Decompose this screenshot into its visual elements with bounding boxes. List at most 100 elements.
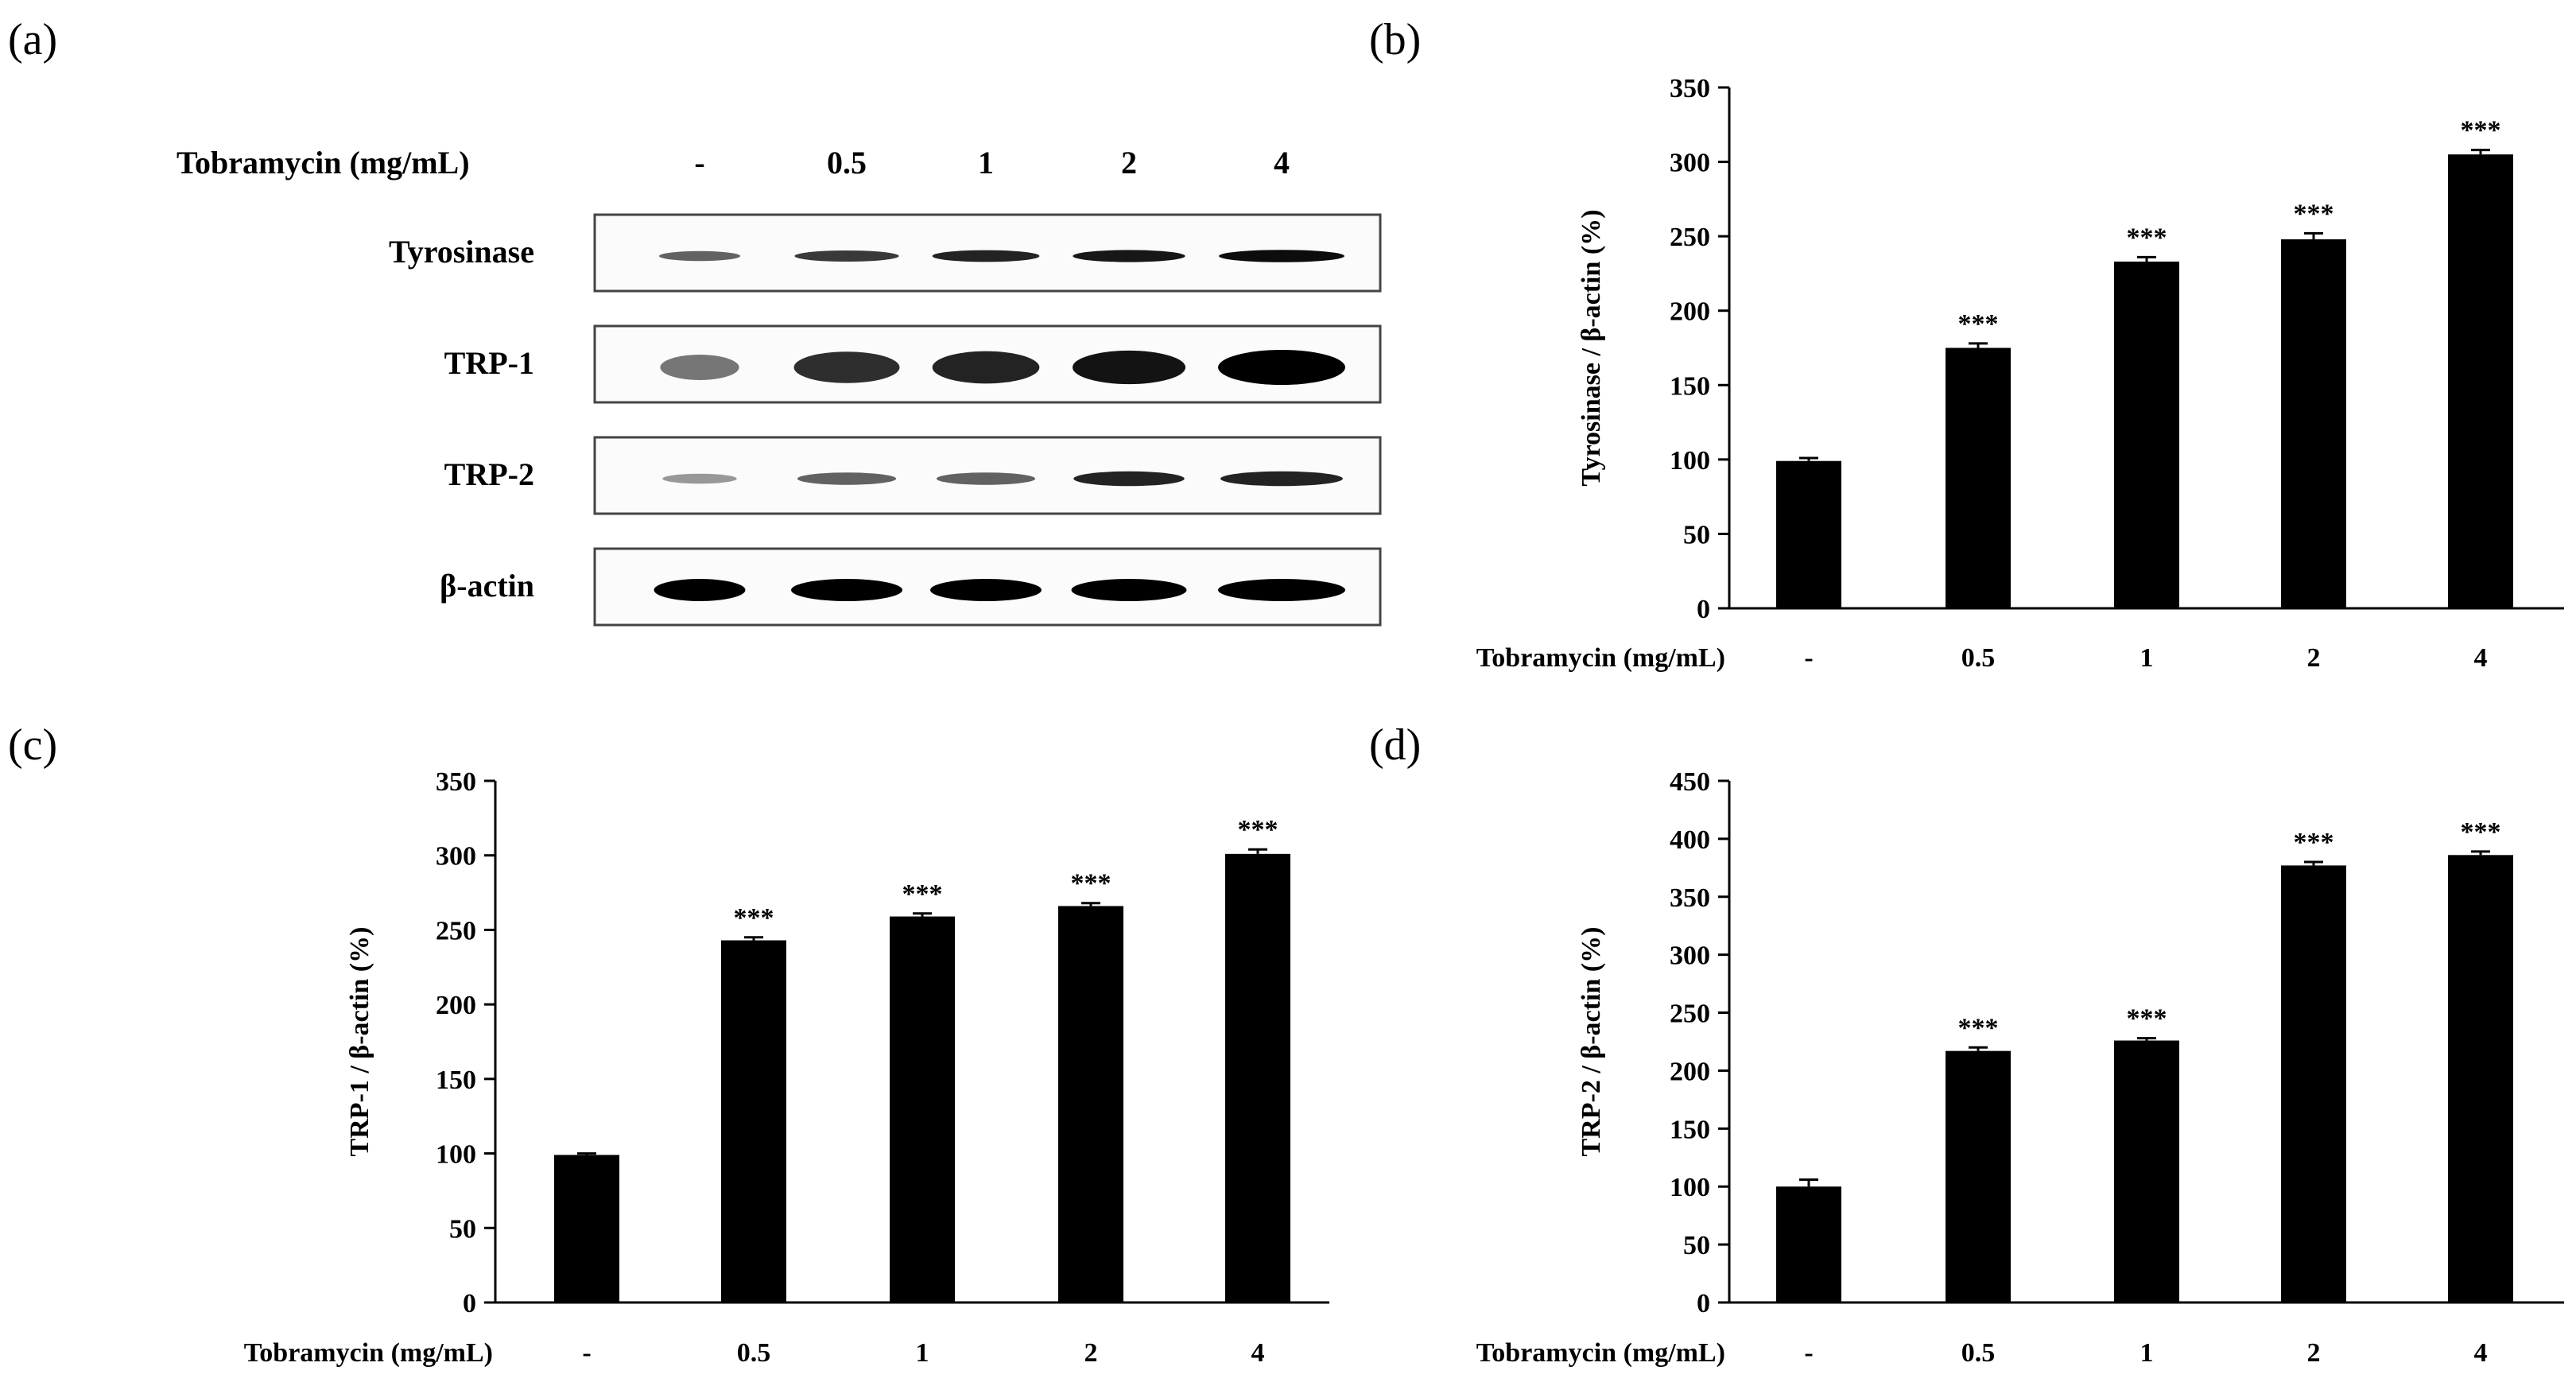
blot-row-label: TRP-1 xyxy=(444,345,534,381)
y-tick-label: 350 xyxy=(436,767,476,797)
y-axis-label: TRP-1 / β-actin (%) xyxy=(345,927,374,1157)
x-tick-label: 0.5 xyxy=(1961,643,1996,673)
y-tick-label: 0 xyxy=(1697,1289,1710,1318)
x-tick-label: 4 xyxy=(2474,1338,2488,1368)
significance-label: *** xyxy=(1238,815,1278,844)
y-tick-label: 100 xyxy=(1670,446,1710,476)
panel-label-d: (d) xyxy=(1369,720,1421,770)
x-tick-label: 2 xyxy=(2307,643,2321,673)
y-tick-label: 150 xyxy=(1670,371,1710,401)
y-axis-label: Tyrosinase / β-actin (%) xyxy=(1577,209,1606,486)
blot-row-label: β-actin xyxy=(440,568,534,604)
x-axis-label: Tobramycin (mg/mL) xyxy=(1476,643,1725,673)
y-tick-label: 400 xyxy=(1670,825,1710,855)
y-tick-label: 350 xyxy=(1670,74,1710,103)
bar xyxy=(721,940,786,1302)
x-axis-label: Tobramycin (mg/mL) xyxy=(244,1338,493,1368)
y-tick-label: 150 xyxy=(1670,1115,1710,1144)
blot-band xyxy=(1218,350,1345,385)
x-tick-label: - xyxy=(1804,1338,1813,1368)
significance-label: *** xyxy=(2461,817,2501,847)
blot-band xyxy=(1218,579,1345,601)
significance-label: *** xyxy=(2294,828,2334,857)
blot-band xyxy=(930,579,1042,601)
significance-label: *** xyxy=(734,903,774,933)
bar xyxy=(554,1155,619,1302)
chart-tyrosinase: 0 50 100 150 200 250 300 350 Tyrosinase / β-acti… xyxy=(1476,74,2564,673)
bar xyxy=(1225,853,1290,1302)
y-tick-label: 50 xyxy=(449,1214,476,1244)
bar xyxy=(1776,1186,1841,1302)
blot-band xyxy=(1073,250,1185,262)
bar xyxy=(2114,1040,2179,1302)
panel-label-a: (a) xyxy=(8,15,57,64)
blot-lane-label: 1 xyxy=(978,145,994,181)
y-tick-label: 150 xyxy=(436,1066,476,1095)
blot-lane-label: 0.5 xyxy=(827,145,867,181)
y-tick-label: 100 xyxy=(436,1140,476,1170)
y-tick-label: 0 xyxy=(1697,595,1710,624)
x-tick-label: 1 xyxy=(2140,1338,2154,1368)
y-axis-label: TRP-2 / β-actin (%) xyxy=(1577,927,1606,1157)
x-tick-label: 1 xyxy=(916,1338,929,1368)
y-tick-label: 250 xyxy=(1670,223,1710,252)
blot-treatment-label: Tobramycin (mg/mL) xyxy=(177,145,470,181)
significance-label: *** xyxy=(2461,116,2501,146)
bar xyxy=(2448,154,2513,608)
blot-row-label: Tyrosinase xyxy=(389,234,534,270)
bar xyxy=(2114,261,2179,608)
western-blot: Tobramycin (mg/mL) - 0.5 1 2 4 Tyrosinase TRP… xyxy=(177,145,1382,627)
blot-band xyxy=(932,250,1040,262)
blot-lane-label: 4 xyxy=(1274,145,1290,181)
significance-label: *** xyxy=(1958,309,1999,339)
blot-band xyxy=(1072,350,1186,385)
x-tick-label: 2 xyxy=(1084,1338,1098,1368)
y-tick-label: 200 xyxy=(1670,297,1710,327)
x-tick-label: 4 xyxy=(1251,1338,1265,1368)
significance-label: *** xyxy=(2294,199,2334,228)
blot-band xyxy=(797,472,897,485)
blot-band xyxy=(936,472,1036,485)
bar xyxy=(1776,460,1841,608)
blot-lane-label: - xyxy=(694,145,704,181)
chart-trp2: 0 50 100 150 200 250 300 350 400 450 TRP-2 / β-act… xyxy=(1476,767,2564,1368)
significance-label: *** xyxy=(1958,1013,1999,1042)
bar xyxy=(890,916,955,1302)
y-tick-label: 250 xyxy=(1670,1000,1710,1029)
x-axis-label: Tobramycin (mg/mL) xyxy=(1476,1338,1725,1368)
blot-band xyxy=(1219,250,1344,262)
x-tick-label: 0.5 xyxy=(737,1338,771,1368)
blot-lane-label: 2 xyxy=(1121,145,1137,181)
bar xyxy=(1058,906,1123,1302)
blot-band xyxy=(662,473,737,484)
bar xyxy=(1946,347,2011,608)
blot-band xyxy=(793,351,900,383)
x-tick-label: 4 xyxy=(2474,643,2488,673)
y-tick-label: 50 xyxy=(1683,520,1710,549)
bar xyxy=(2448,855,2513,1302)
x-tick-label: - xyxy=(582,1338,591,1368)
blot-band xyxy=(658,250,741,262)
y-tick-label: 450 xyxy=(1670,767,1710,797)
x-tick-label: - xyxy=(1804,643,1813,673)
significance-label: *** xyxy=(902,879,943,909)
y-tick-label: 200 xyxy=(436,991,476,1020)
panel-label-c: (c) xyxy=(8,720,57,770)
blot-band xyxy=(1220,471,1343,487)
blot-band xyxy=(791,579,902,601)
x-tick-label: 1 xyxy=(2140,643,2154,673)
y-tick-label: 300 xyxy=(1670,941,1710,971)
bar xyxy=(2281,865,2346,1302)
blot-lane-labels: - 0.5 1 2 4 xyxy=(694,145,1290,181)
blot-band xyxy=(660,355,739,380)
blot-rows: Tyrosinase TRP-1 TRP-2 β-actin xyxy=(389,213,1382,627)
y-tick-label: 300 xyxy=(436,842,476,872)
y-tick-label: 350 xyxy=(1670,883,1710,913)
y-tick-label: 200 xyxy=(1670,1057,1710,1086)
significance-label: *** xyxy=(2127,223,2167,252)
blot-band xyxy=(794,250,899,262)
blot-row-label: TRP-2 xyxy=(444,456,534,492)
blot-band xyxy=(1071,579,1187,601)
y-tick-label: 250 xyxy=(436,916,476,945)
